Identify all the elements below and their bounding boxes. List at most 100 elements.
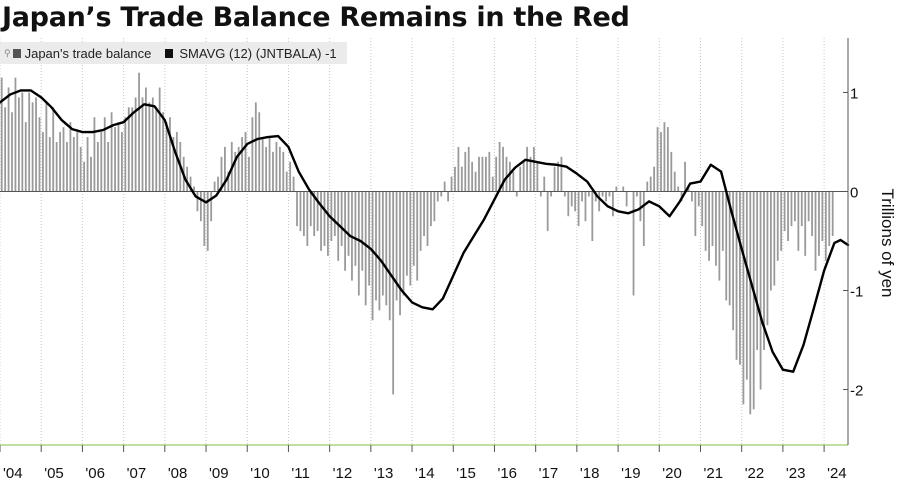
bar-211 (721, 191, 724, 251)
bar-127 (433, 191, 436, 222)
bar-114 (388, 191, 391, 321)
bar-10 (31, 102, 34, 192)
bar-73 (248, 156, 250, 192)
bar-76 (258, 112, 261, 192)
bar-110 (375, 191, 377, 301)
bar-196 (670, 151, 673, 192)
bar-14 (45, 102, 48, 192)
bar-233 (797, 191, 800, 251)
bar-152 (519, 166, 522, 192)
bar-91 (309, 191, 312, 227)
bar-157 (536, 161, 539, 192)
bar-235 (804, 191, 807, 256)
bar-64 (217, 176, 219, 192)
bar-88 (299, 191, 302, 232)
bar-202 (691, 191, 693, 202)
bar-177 (605, 191, 607, 202)
bar-58 (196, 191, 199, 212)
bar-171 (584, 191, 587, 222)
bar-34 (114, 127, 116, 192)
bar-13 (42, 132, 44, 192)
bar-221 (756, 191, 759, 350)
bar-205 (701, 191, 704, 227)
y-tick-label: 0 (850, 184, 858, 201)
bar-118 (402, 191, 405, 296)
bar-42 (141, 97, 144, 192)
bar-237 (811, 191, 813, 237)
bar-208 (711, 191, 714, 246)
bar-142 (484, 156, 487, 192)
x-tick-label: '22 (745, 465, 765, 482)
bar-37 (124, 117, 127, 192)
bar-92 (313, 191, 316, 237)
bar-175 (598, 191, 601, 212)
bar-207 (708, 191, 710, 261)
bar-218 (745, 191, 748, 380)
bar-71 (241, 137, 243, 192)
x-tick-label: '15 (456, 465, 476, 482)
x-tick-label: '23 (786, 465, 806, 482)
bar-22 (72, 137, 75, 192)
x-tick-label: '08 (168, 465, 188, 482)
bar-6 (17, 97, 20, 192)
bar-138 (471, 161, 474, 192)
bar-220 (752, 191, 755, 410)
x-tick-label: '06 (85, 465, 105, 482)
bar-20 (66, 141, 68, 192)
bar-167 (570, 191, 573, 207)
y-tick-label: 1 (850, 85, 858, 102)
grid-lines (0, 38, 825, 444)
bar-134 (457, 146, 460, 192)
bar-124 (423, 191, 425, 237)
bar-125 (426, 191, 429, 246)
bar-155 (529, 156, 532, 192)
bar-126 (430, 191, 432, 227)
bar-40 (134, 97, 137, 192)
bar-133 (454, 166, 456, 192)
x-tick-label: '14 (415, 465, 435, 482)
bar-226 (773, 191, 776, 286)
bar-23 (76, 132, 79, 192)
bar-231 (790, 191, 793, 227)
bar-70 (237, 146, 240, 192)
bar-243 (831, 191, 834, 237)
bar-166 (567, 191, 570, 217)
bar-223 (763, 191, 765, 350)
bar-3 (7, 87, 10, 192)
bar-35 (117, 122, 120, 192)
bar-72 (244, 132, 247, 192)
bar-8 (24, 122, 27, 192)
bar-30 (100, 132, 103, 192)
bar-94 (320, 191, 322, 251)
bar-225 (769, 191, 772, 291)
bar-24 (79, 146, 82, 192)
bar-179 (612, 191, 614, 217)
bar-66 (224, 146, 226, 192)
bar-232 (794, 191, 796, 222)
legend-line-swatch-icon (165, 48, 174, 58)
bar-149 (509, 161, 511, 192)
y-tick-label: -2 (850, 383, 863, 400)
bar-46 (155, 107, 158, 192)
bar-2 (4, 107, 7, 192)
bar-87 (296, 191, 298, 227)
bar-39 (131, 107, 134, 192)
bar-234 (800, 191, 803, 227)
bar-67 (227, 171, 230, 192)
bar-154 (526, 146, 528, 192)
bar-242 (828, 191, 831, 246)
bar-187 (639, 191, 642, 222)
bar-36 (121, 132, 123, 192)
bar-239 (818, 191, 820, 256)
bar-151 (515, 191, 518, 197)
bar-172 (587, 191, 590, 197)
bar-82 (278, 146, 281, 192)
bar-160 (546, 191, 549, 232)
bar-62 (210, 191, 213, 222)
bar-121 (412, 191, 415, 266)
bar-86 (292, 176, 295, 192)
bar-146 (498, 141, 501, 192)
bar-74 (251, 117, 254, 192)
legend-pin-icon: ⚲ (4, 47, 11, 58)
x-tick-label: '24 (827, 465, 847, 482)
